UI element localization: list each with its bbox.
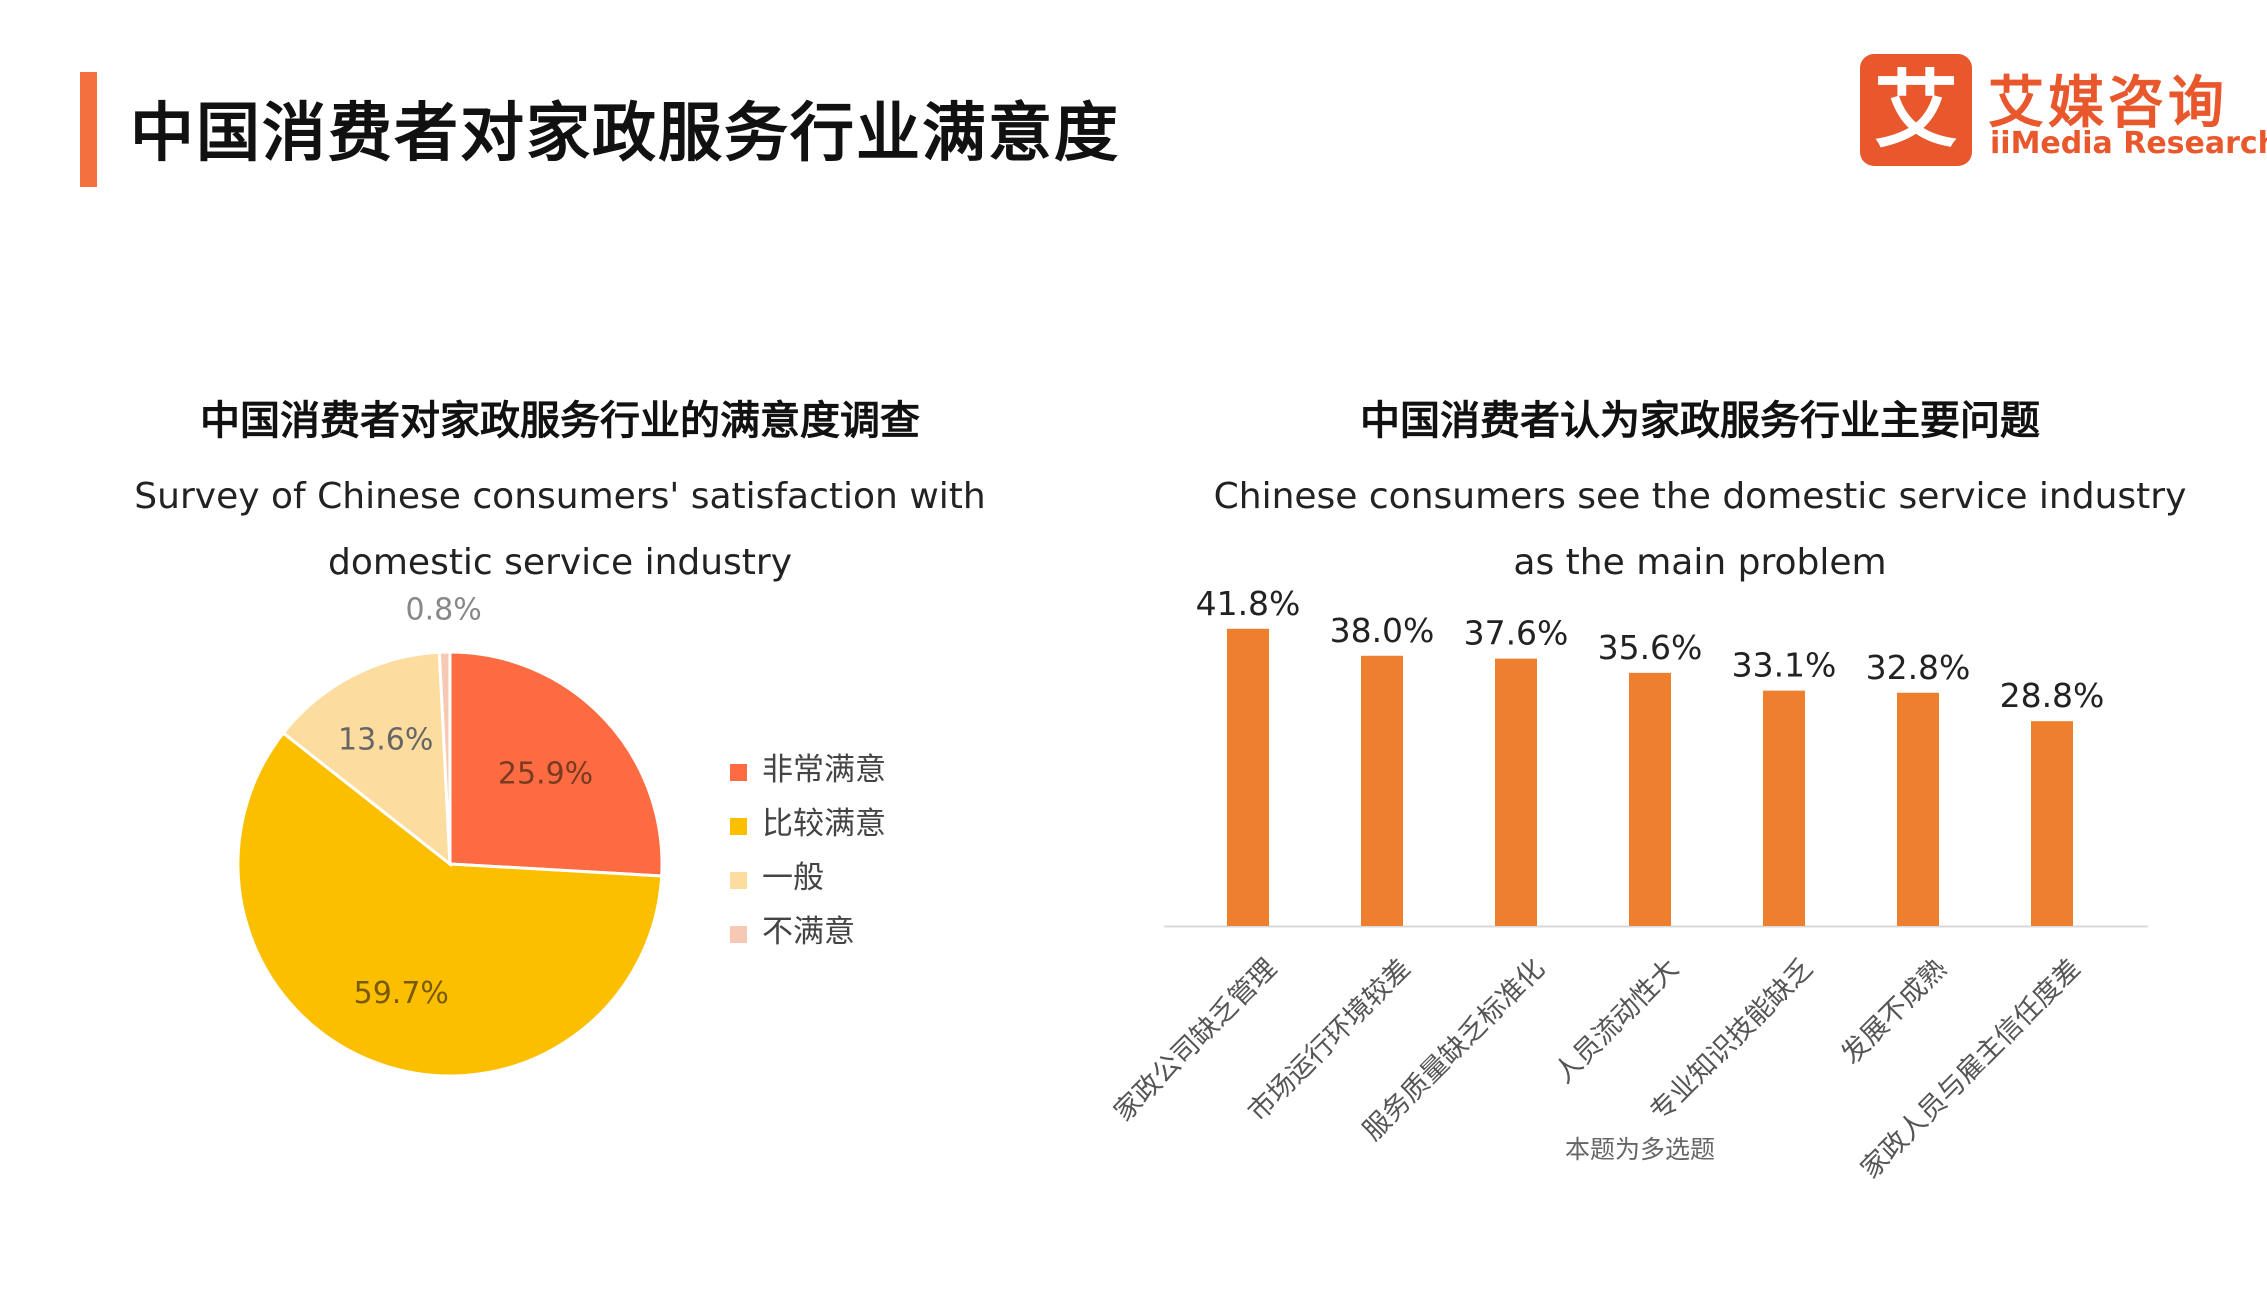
title-accent-bar	[80, 72, 97, 187]
category-tick-label: 发展不成熟	[1836, 953, 1953, 1070]
legend-swatch	[730, 818, 747, 835]
legend-label: 不满意	[762, 914, 855, 950]
legend-label: 非常满意	[762, 752, 886, 788]
pie-chart-subtitle: Survey of Chinese consumers' satisfactio…	[134, 476, 986, 583]
bar	[1763, 690, 1805, 926]
bar-chart-subtitle: Chinese consumers see the domestic servi…	[1213, 476, 2187, 583]
pie-data-label: 0.8%	[405, 593, 481, 628]
pie-slice	[437, 650, 452, 865]
bar	[1495, 658, 1537, 926]
legend-swatch	[730, 764, 747, 781]
bar-chart-title: 中国消费者认为家政服务行业主要问题	[1360, 398, 2040, 444]
pie-chart-title: 中国消费者对家政服务行业的满意度调查	[200, 398, 920, 444]
category-tick-label: 人员流动性大	[1548, 953, 1684, 1089]
bar-data-label: 28.8%	[2000, 676, 2105, 715]
pie-data-label: 25.9%	[498, 757, 593, 792]
legend-label: 比较满意	[762, 806, 886, 842]
bar	[2031, 721, 2073, 926]
iimedia-logo: 艾 艾媒咨询 iiMedia Research	[1860, 54, 2267, 166]
bar	[1227, 628, 1269, 926]
pie-slice	[448, 650, 664, 878]
bar-chart-header: 中国消费者认为家政服务行业主要问题 Chinese consumers see …	[1195, 388, 2205, 596]
legend-label: 一般	[762, 860, 824, 896]
problems-bar-chart: 41.8%家政公司缺乏管理38.0%市场运行环境较差37.6%服务质量缺乏标准化…	[1108, 584, 2148, 1185]
page-title: 中国消费者对家政服务行业满意度	[130, 97, 1120, 171]
bar-data-label: 35.6%	[1598, 628, 1703, 667]
bar-data-label: 38.0%	[1330, 611, 1435, 650]
logo-mark-icon: 艾	[1860, 54, 1972, 166]
pie-data-label: 13.6%	[338, 723, 433, 758]
pie-slice	[236, 730, 664, 1078]
bar-data-label: 33.1%	[1732, 646, 1837, 685]
pie-data-label: 59.7%	[354, 976, 449, 1011]
pie-chart-header: 中国消费者对家政服务行业的满意度调查 Survey of Chinese con…	[55, 388, 1065, 596]
logo-name-en: iiMedia Research	[1990, 126, 2267, 161]
logo-name-cn: 艾媒咨询	[1988, 71, 2228, 136]
bar	[1361, 655, 1403, 926]
pie-slice	[281, 650, 452, 868]
category-tick-label: 家政人员与雇主信任度差	[1855, 953, 2087, 1185]
legend-swatch	[730, 872, 747, 889]
bar	[1897, 692, 1939, 926]
bar-data-label: 37.6%	[1464, 614, 1569, 653]
bar-data-label: 32.8%	[1866, 648, 1971, 687]
legend-swatch	[730, 926, 747, 943]
bar	[1629, 672, 1671, 926]
multi-select-note: 本题为多选题	[1565, 1135, 1715, 1164]
bar-data-label: 41.8%	[1196, 584, 1301, 623]
